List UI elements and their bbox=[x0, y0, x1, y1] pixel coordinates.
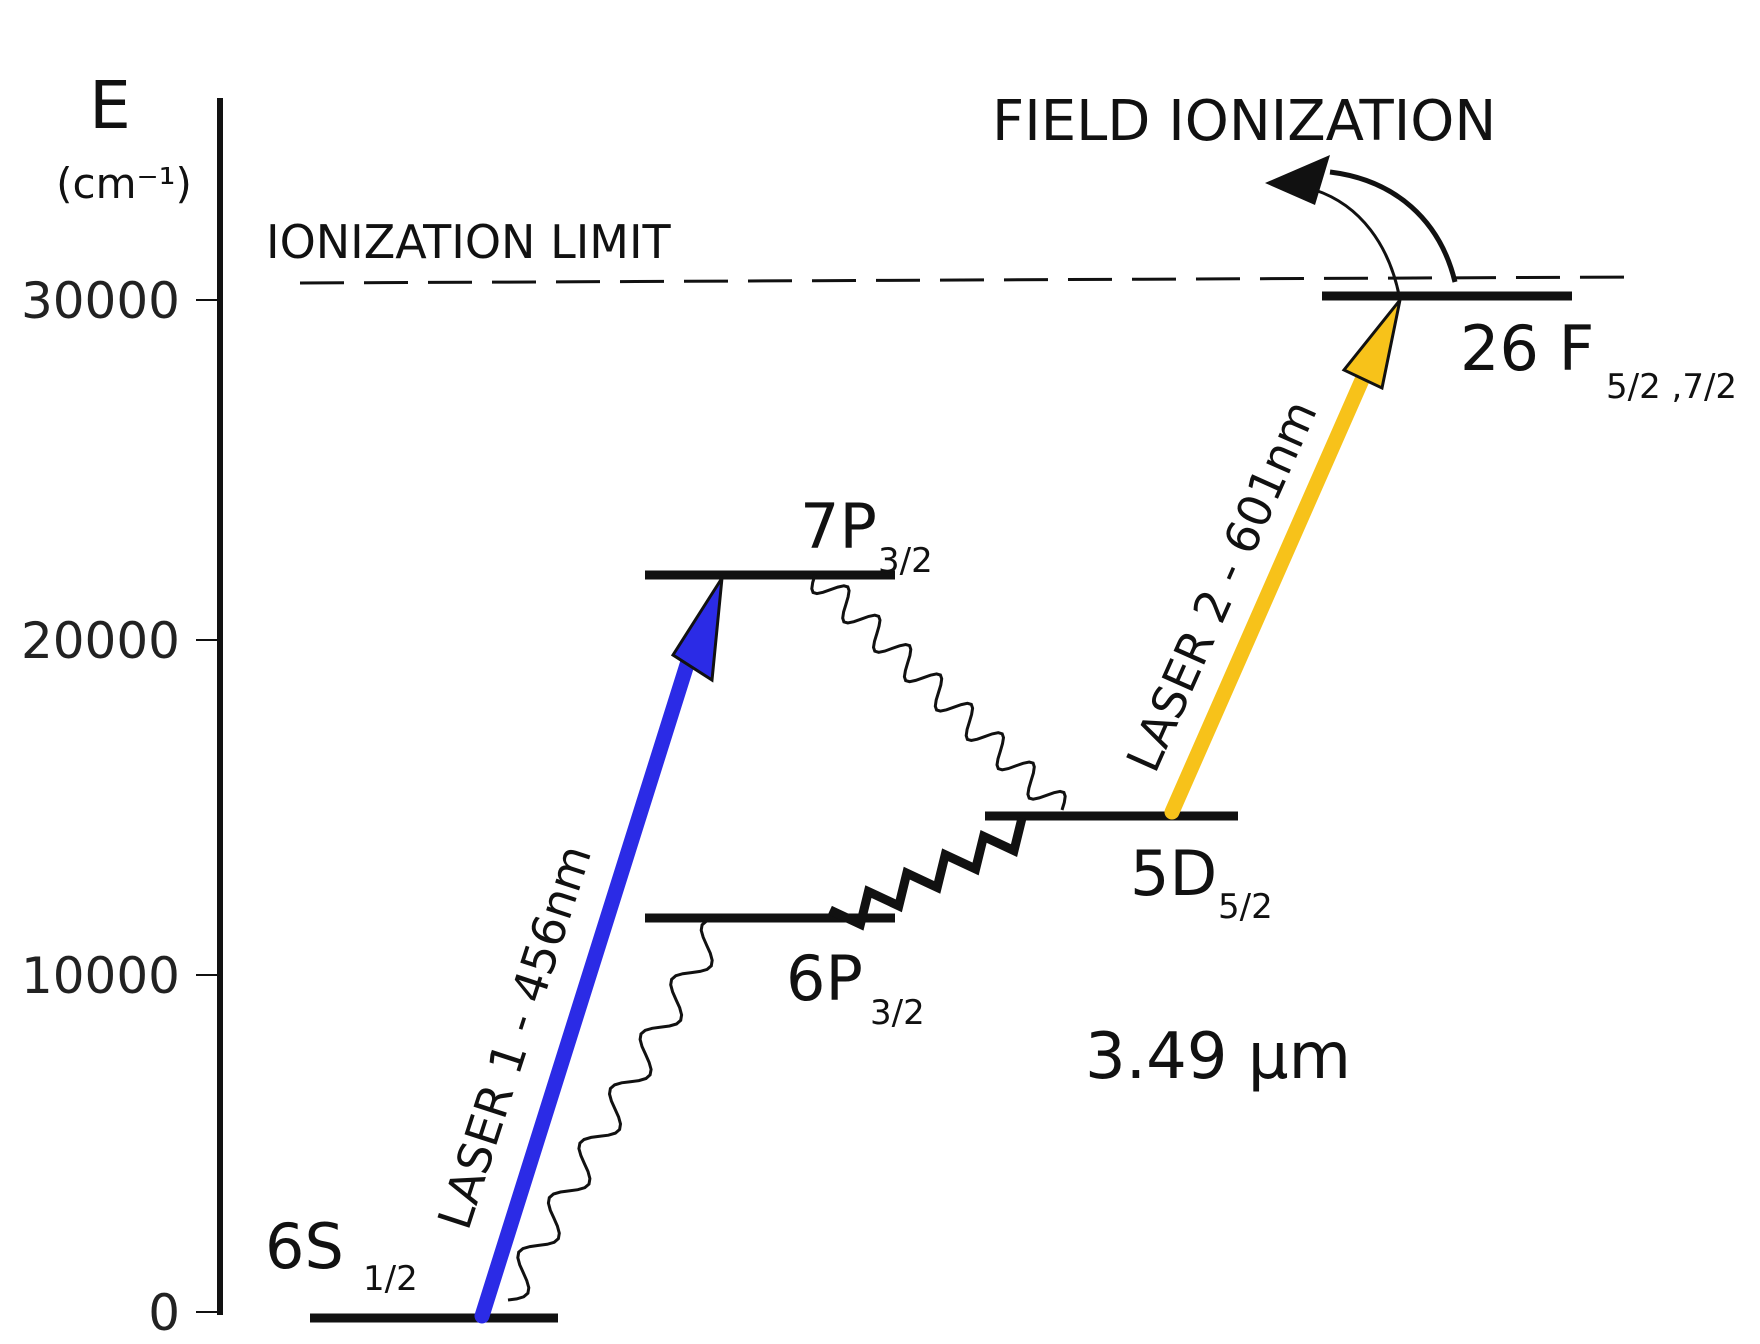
state-label-7p: 7P 3/2 bbox=[800, 490, 933, 581]
svg-text:26 F: 26 F bbox=[1460, 312, 1594, 385]
field-ionization-arrow-outer bbox=[1329, 169, 1458, 283]
ionization-limit-line bbox=[299, 275, 1641, 285]
svg-text:5/2 ,7/2: 5/2 ,7/2 bbox=[1606, 367, 1737, 407]
laser1-arrow bbox=[474, 577, 724, 1324]
svg-text:5D: 5D bbox=[1130, 837, 1217, 910]
axis-unit: (cm⁻¹) bbox=[56, 159, 192, 208]
energy-axis: 30000 20000 10000 0 E (cm⁻¹) bbox=[21, 67, 223, 1342]
state-label-6p: 6P 3/2 bbox=[786, 942, 925, 1033]
svg-text:7P: 7P bbox=[800, 490, 877, 563]
state-label-6s: 6S 1/2 bbox=[265, 1210, 418, 1299]
laser2-arrow bbox=[1164, 299, 1402, 820]
ionization-limit-label: IONIZATION LIMIT bbox=[266, 215, 672, 269]
decay-5d-to-6p-ir-wave bbox=[828, 816, 1027, 931]
laser1-head bbox=[670, 577, 724, 683]
tick-label: 30000 bbox=[21, 272, 180, 330]
axis-label: E bbox=[89, 67, 131, 144]
state-label-26f: 26 F 5/2 ,7/2 bbox=[1460, 312, 1737, 407]
svg-text:6P: 6P bbox=[786, 942, 863, 1015]
field-ionization-arrowhead bbox=[1265, 155, 1330, 205]
field-ionization-label: FIELD IONIZATION bbox=[992, 89, 1496, 154]
tick-label: 20000 bbox=[21, 612, 180, 670]
laser2-label: LASER 2 - 601nm bbox=[1116, 392, 1328, 779]
ir-transition-label: 3.49 μm bbox=[1085, 1020, 1351, 1094]
tick-label: 10000 bbox=[21, 947, 180, 1005]
laser1-shaft bbox=[474, 647, 698, 1324]
decay-7p-to-5d-wave bbox=[810, 574, 1067, 811]
decay-6p-to-6s-wave bbox=[507, 916, 723, 1302]
laser2-shaft bbox=[1164, 372, 1370, 820]
svg-text:6S: 6S bbox=[265, 1210, 344, 1283]
field-ionization-arrow-inner bbox=[1314, 188, 1402, 301]
svg-text:5/2: 5/2 bbox=[1218, 887, 1273, 927]
state-label-5d: 5D 5/2 bbox=[1130, 837, 1273, 927]
laser2-head bbox=[1341, 299, 1402, 391]
svg-text:1/2: 1/2 bbox=[363, 1259, 418, 1299]
svg-text:3/2: 3/2 bbox=[870, 993, 925, 1033]
tick-label: 0 bbox=[148, 1284, 180, 1342]
svg-text:3/2: 3/2 bbox=[878, 541, 933, 581]
